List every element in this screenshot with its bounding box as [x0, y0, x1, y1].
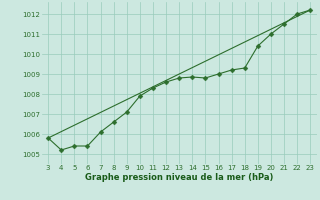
X-axis label: Graphe pression niveau de la mer (hPa): Graphe pression niveau de la mer (hPa)	[85, 173, 273, 182]
